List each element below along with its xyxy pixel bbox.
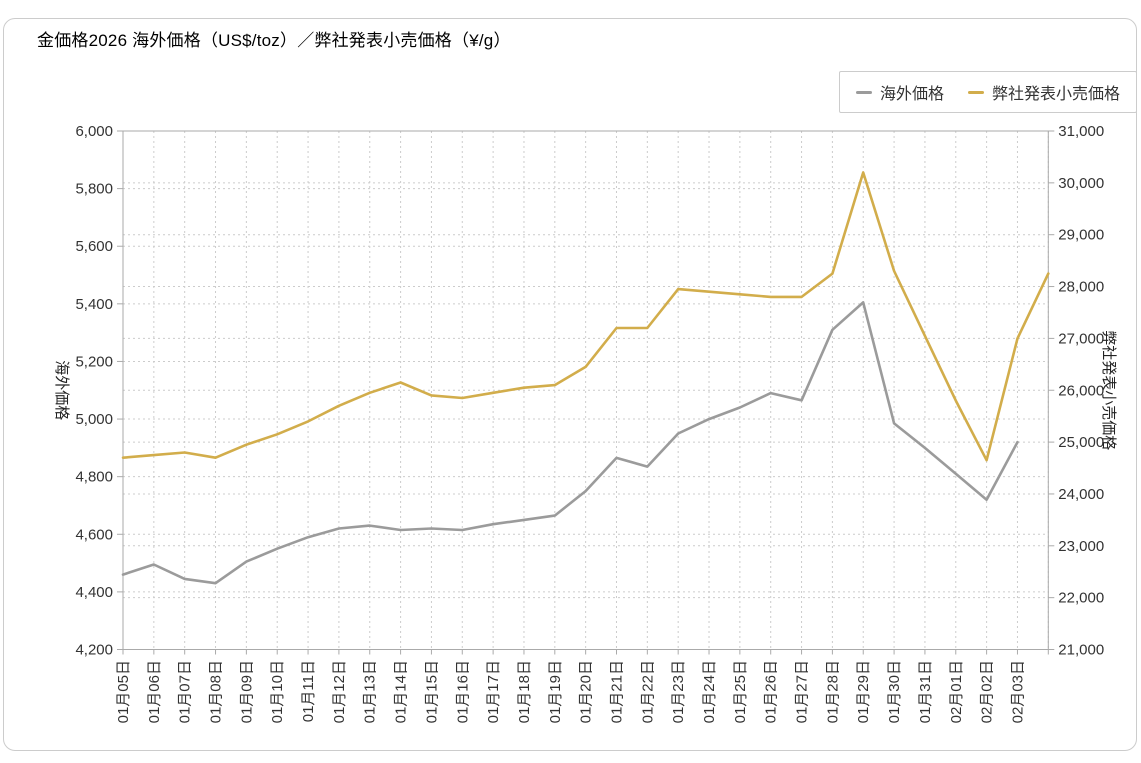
svg-text:01月16日: 01月16日: [454, 660, 471, 723]
svg-text:01月13日: 01月13日: [362, 660, 379, 723]
svg-text:24,000: 24,000: [1058, 486, 1104, 503]
svg-text:01月07日: 01月07日: [177, 660, 194, 723]
svg-text:27,000: 27,000: [1058, 330, 1104, 347]
svg-text:01月17日: 01月17日: [485, 660, 502, 723]
svg-text:23,000: 23,000: [1058, 538, 1104, 555]
svg-text:26,000: 26,000: [1058, 382, 1104, 399]
series-line-retail-price[interactable]: [121, 171, 1050, 462]
legend-dash-retail-icon: [967, 90, 984, 94]
legend: 海外価格 弊社発表小売価格: [838, 71, 1137, 113]
svg-text:02月03日: 02月03日: [1009, 660, 1026, 723]
svg-text:01月27日: 01月27日: [794, 660, 811, 723]
svg-text:21,000: 21,000: [1058, 642, 1104, 659]
svg-text:25,000: 25,000: [1058, 434, 1104, 451]
svg-text:31,000: 31,000: [1058, 123, 1104, 140]
svg-text:01月30日: 01月30日: [886, 660, 903, 723]
svg-text:5,000: 5,000: [75, 411, 113, 428]
legend-label-overseas: 海外価格: [879, 86, 944, 103]
axis-ticks: [117, 130, 1055, 655]
svg-text:29,000: 29,000: [1058, 227, 1104, 244]
left-axis-tick-labels: 4,200 4,400 4,600 4,800 5,000 5,200 5,400 5,600…: [75, 123, 113, 659]
svg-text:22,000: 22,000: [1058, 590, 1104, 607]
svg-text:01月22日: 01月22日: [639, 660, 656, 723]
svg-text:01月31日: 01月31日: [917, 660, 934, 723]
chart-title: 金価格2026 海外価格（US$/toz）／弊社発表小売価格（¥/g）: [37, 31, 511, 50]
svg-text:6,000: 6,000: [75, 123, 113, 140]
svg-text:5,200: 5,200: [75, 353, 113, 370]
svg-text:01月21日: 01月21日: [608, 660, 625, 723]
svg-text:01月09日: 01月09日: [238, 660, 255, 723]
svg-text:01月23日: 01月23日: [670, 660, 687, 723]
x-axis-labels: 01月05日 01月06日 01月07日 01月08日 01月09日 01月10日 01月1…: [115, 660, 1026, 723]
svg-text:01月14日: 01月14日: [393, 660, 410, 723]
right-axis-tick-labels: 21,000 22,000 23,000 24,000 25,000 26,000 27,0…: [1058, 123, 1104, 659]
svg-text:01月29日: 01月29日: [855, 660, 872, 723]
svg-text:02月01日: 02月01日: [948, 660, 965, 723]
legend-item-overseas-price[interactable]: 海外価格: [855, 80, 944, 104]
svg-text:01月10日: 01月10日: [269, 660, 286, 723]
svg-text:01月05日: 01月05日: [115, 660, 132, 723]
left-axis-name: 海外価格: [53, 360, 70, 420]
svg-text:5,400: 5,400: [75, 296, 113, 313]
svg-text:30,000: 30,000: [1058, 175, 1104, 192]
svg-text:5,800: 5,800: [75, 181, 113, 198]
svg-text:02月02日: 02月02日: [979, 660, 996, 723]
svg-text:01月06日: 01月06日: [146, 660, 163, 723]
gridlines: [122, 130, 1049, 650]
series-line-overseas-price[interactable]: [121, 301, 1019, 585]
svg-text:01月15日: 01月15日: [423, 660, 440, 723]
svg-text:01月08日: 01月08日: [208, 660, 225, 723]
svg-text:01月24日: 01月24日: [701, 660, 718, 723]
svg-text:5,600: 5,600: [75, 238, 113, 255]
legend-dash-overseas-icon: [855, 90, 872, 94]
svg-text:01月20日: 01月20日: [578, 660, 595, 723]
svg-text:4,400: 4,400: [75, 584, 113, 601]
right-axis-name: 弊社発表小売価格: [1100, 330, 1117, 450]
svg-text:4,600: 4,600: [75, 526, 113, 543]
svg-text:01月18日: 01月18日: [516, 660, 533, 723]
svg-text:4,800: 4,800: [75, 469, 113, 486]
legend-item-retail-price[interactable]: 弊社発表小売価格: [967, 80, 1120, 104]
svg-text:4,200: 4,200: [75, 642, 113, 659]
svg-text:01月19日: 01月19日: [547, 660, 564, 723]
svg-text:01月12日: 01月12日: [331, 660, 348, 723]
svg-text:01月11日: 01月11日: [300, 660, 317, 722]
svg-text:28,000: 28,000: [1058, 279, 1104, 296]
svg-text:01月25日: 01月25日: [732, 660, 749, 723]
svg-text:01月26日: 01月26日: [763, 660, 780, 723]
legend-label-retail: 弊社発表小売価格: [991, 86, 1120, 103]
svg-text:01月28日: 01月28日: [824, 660, 841, 723]
